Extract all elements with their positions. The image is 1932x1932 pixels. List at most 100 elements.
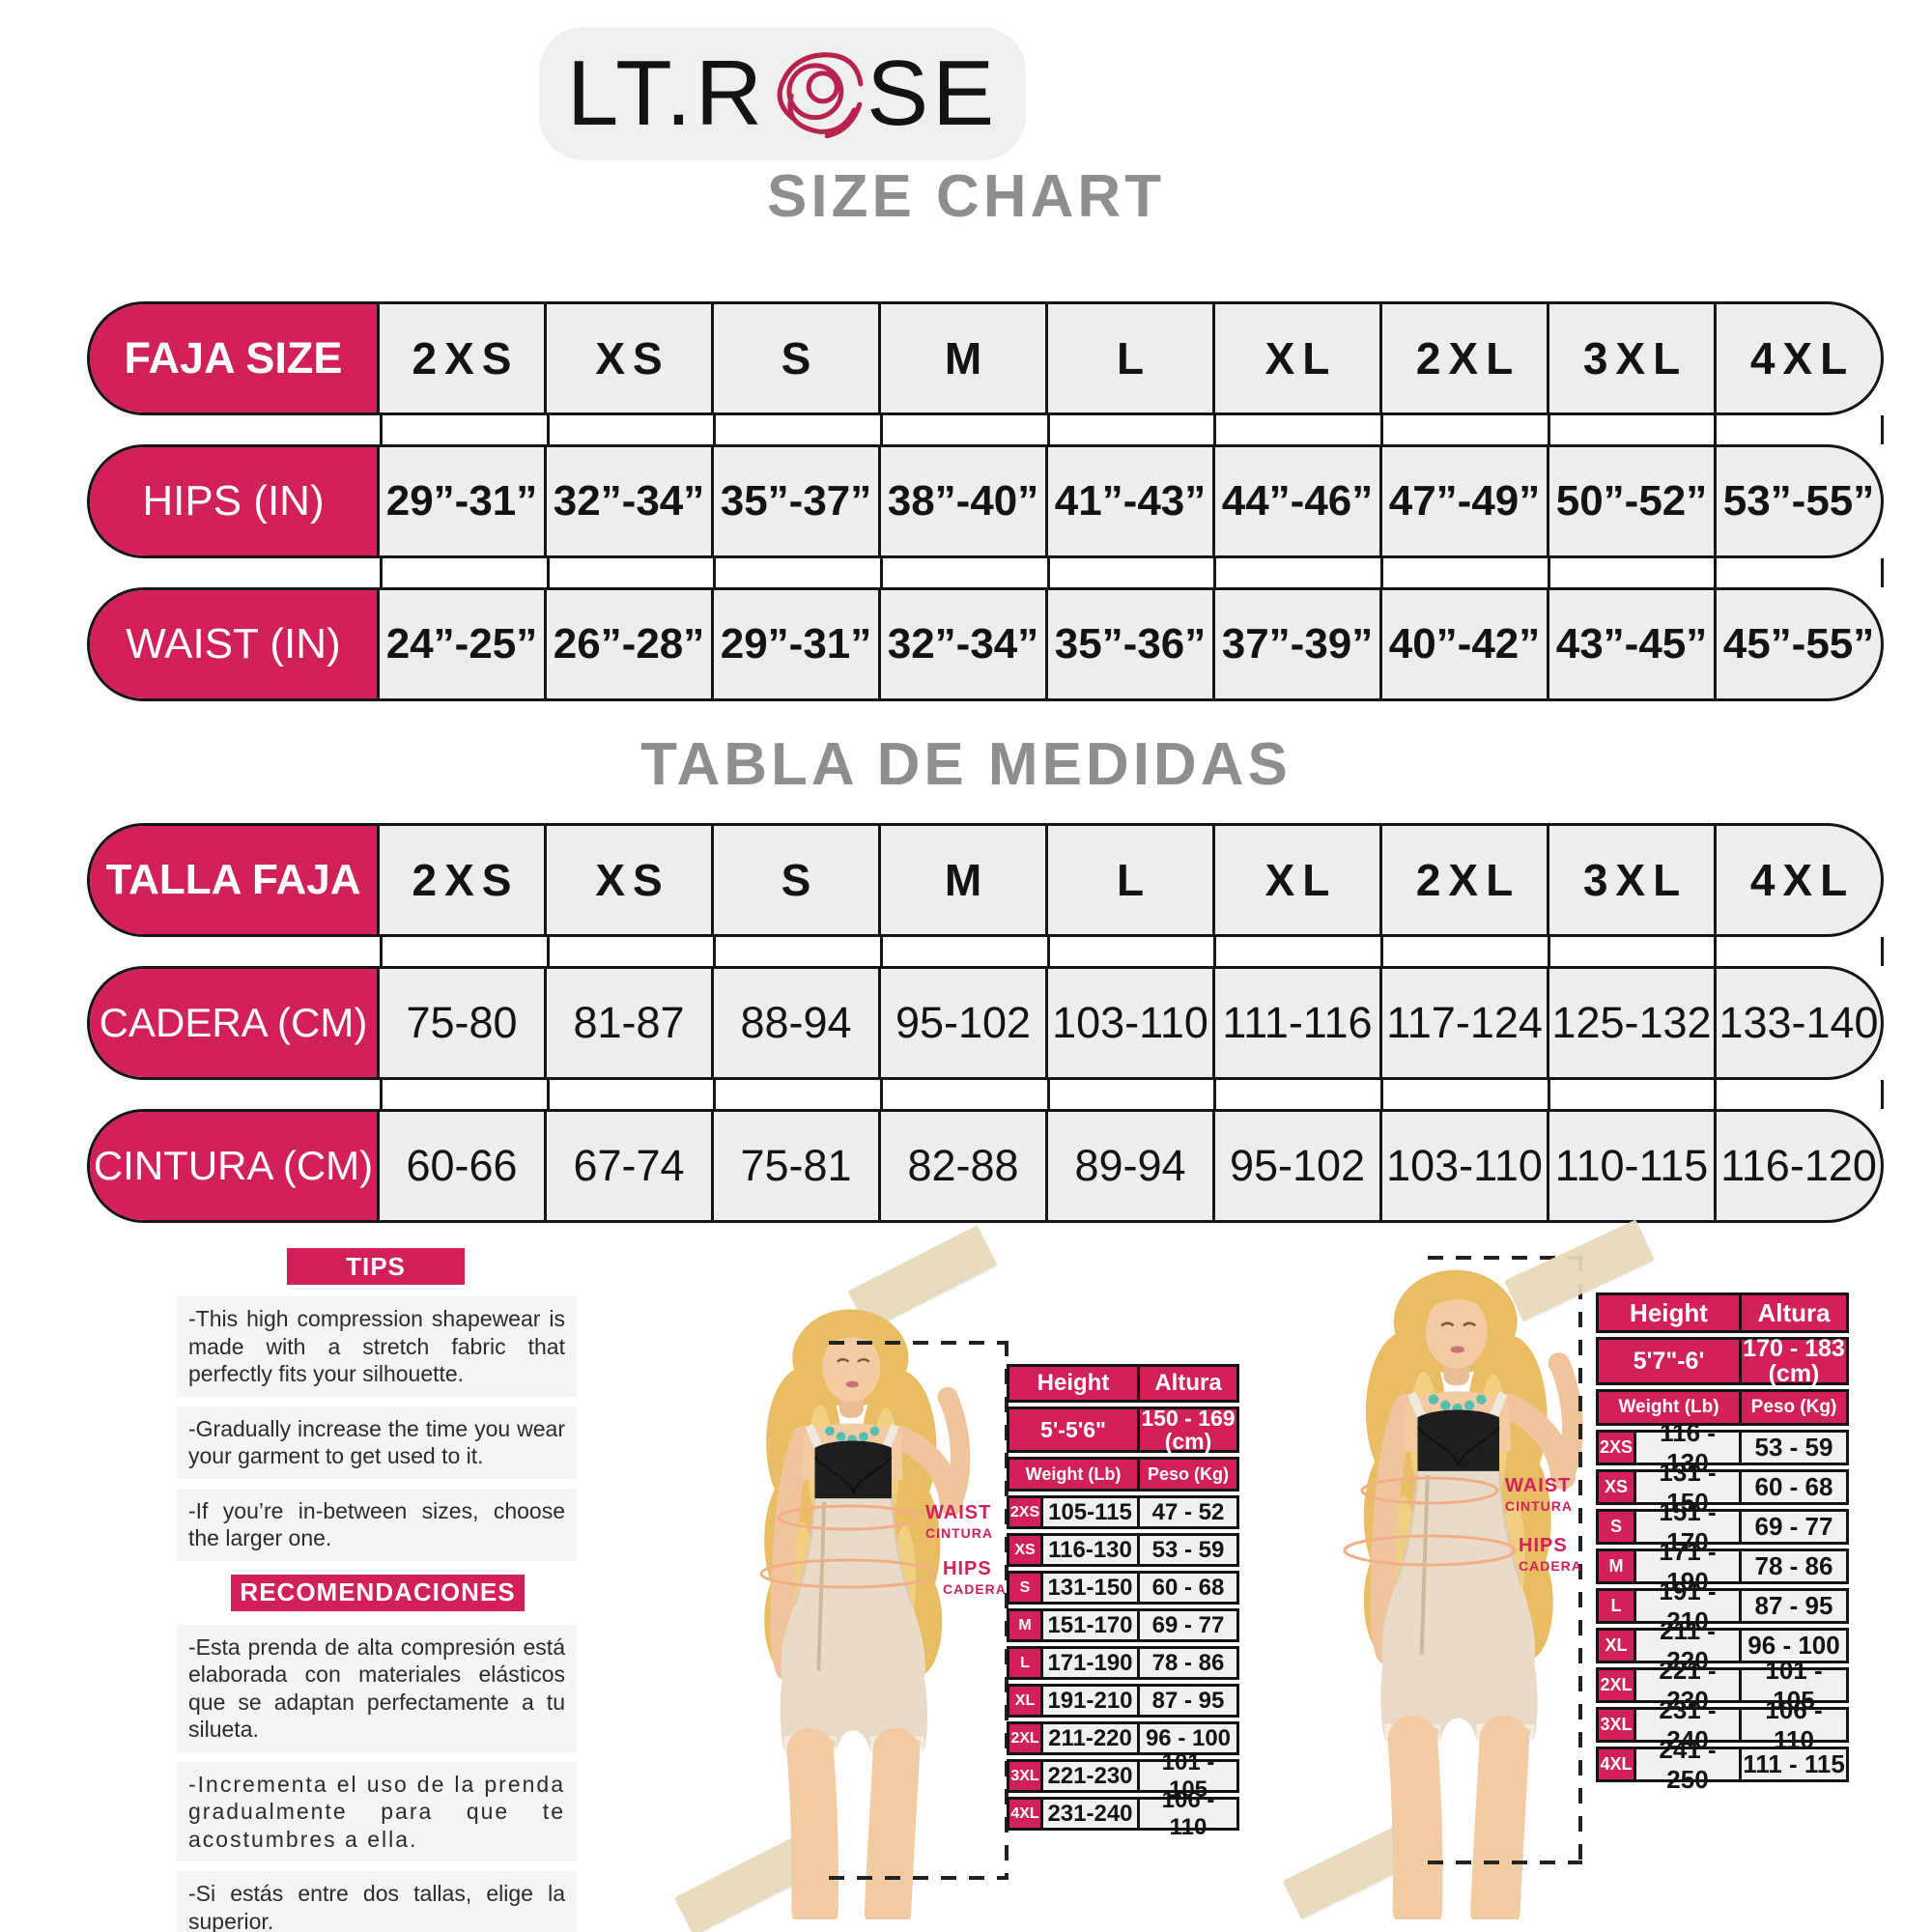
- size-cell: 3XL: [1007, 1759, 1043, 1793]
- weight-lb-cell: 105-115: [1040, 1495, 1140, 1529]
- weight-table-row: 2XS 105-115 47 - 52: [1007, 1495, 1239, 1529]
- tip-item: -This high compression shapewear is made…: [177, 1296, 577, 1397]
- altura-range-cell: 150 - 169 (cm): [1137, 1406, 1239, 1453]
- gap-cell: [1213, 937, 1380, 966]
- size-header-cell: 2XL: [1379, 826, 1547, 934]
- weight-kg-cell: 101 - 105: [1739, 1656, 1849, 1715]
- weight-table-row: L 171-190 78 - 86: [1007, 1646, 1239, 1680]
- weight-table-row: 2XS 116 - 130 53 - 59: [1596, 1418, 1849, 1477]
- weight-lb-cell: 191-210: [1040, 1684, 1140, 1718]
- table-row: TALLA FAJA 2XS XS S M L XL 2XL 3XL 4XL: [87, 823, 1884, 937]
- gap-cell: [380, 415, 547, 444]
- value-cell: 35”-37”: [711, 447, 878, 555]
- table-row: CADERA (CM) 75-80 81-87 88-94 95-102 103-110 1…: [87, 966, 1884, 1080]
- weight-kg-cell: 47 - 52: [1137, 1495, 1239, 1529]
- peso-label-cell: Peso (Kg): [1137, 1457, 1239, 1492]
- size-header-cell: L: [1045, 304, 1212, 412]
- tabla-de-medidas-table: TALLA FAJA 2XS XS S M L XL 2XL 3XL 4XL CADERA (CM)…: [87, 823, 1885, 1223]
- value-cell: 29”-31”: [711, 590, 878, 698]
- gap-spacer: [87, 1080, 380, 1109]
- weight-lb-cell: 151-170: [1040, 1608, 1140, 1642]
- size-header-cell: S: [711, 304, 878, 412]
- size-cell: L: [1007, 1646, 1043, 1680]
- measure-bracket-vertical-2: [1578, 1256, 1582, 1864]
- gap-cell: [1547, 937, 1715, 966]
- measure-bracket-top-1: [829, 1341, 1009, 1345]
- weight-lb-cell: 116 - 130: [1634, 1418, 1742, 1477]
- cadera-label-2: CADERA: [1519, 1558, 1582, 1574]
- value-cell: 43”-45”: [1547, 590, 1714, 698]
- size-header-cell: 3XL: [1547, 826, 1714, 934]
- gap-cell: [1380, 937, 1548, 966]
- brand-logo-text-right: SE: [867, 42, 999, 145]
- cintura-label-1: CINTURA: [925, 1525, 993, 1541]
- weight-kg-cell: 69 - 77: [1137, 1608, 1239, 1642]
- size-cell: L: [1596, 1588, 1636, 1624]
- weight-table-row: 5'7"-6' 170 - 183 (cm): [1596, 1336, 1849, 1386]
- value-cell: 44”-46”: [1212, 447, 1379, 555]
- waist-label-1: WAIST: [925, 1502, 992, 1523]
- gap-cell: [1213, 1080, 1380, 1109]
- weight-table-row: Height Altura: [1007, 1364, 1239, 1403]
- size-header-cell: L: [1045, 826, 1212, 934]
- height-range-cell: 5'7"-6': [1596, 1337, 1742, 1385]
- size-cell: 3XL: [1596, 1707, 1636, 1743]
- weight-table-row: M 171 - 190 78 - 86: [1596, 1537, 1849, 1596]
- weight-kg-cell: 106 - 110: [1739, 1695, 1849, 1754]
- table-row: WAIST (IN) 24”-25” 26”-28” 29”-31” 32”-34” 35…: [87, 587, 1884, 701]
- value-cell: 125-132: [1547, 969, 1714, 1077]
- gap-cell: [1714, 937, 1885, 966]
- gap-cell: [546, 1080, 714, 1109]
- weight-kg-cell: 60 - 68: [1739, 1469, 1849, 1505]
- value-cell: 67-74: [544, 1112, 711, 1220]
- cintura-label-2: CINTURA: [1505, 1498, 1573, 1514]
- weight-lb-cell: 191 - 210: [1634, 1577, 1742, 1635]
- value-cell: 50”-52”: [1547, 447, 1714, 555]
- weight-table-row: 2XL 211-220 96 - 100: [1007, 1721, 1239, 1755]
- weight-table-tall: Height Altura 5'7"-6' 170 - 183 (cm) Weight …: [1596, 1293, 1849, 1794]
- size-header-cell: 3XL: [1547, 304, 1714, 412]
- weight-table-row: XL 191-210 87 - 95: [1007, 1684, 1239, 1718]
- weight-table-row: L 191 - 210 87 - 95: [1596, 1577, 1849, 1635]
- value-cell: 41”-43”: [1045, 447, 1212, 555]
- hips-label-2: HIPS: [1519, 1535, 1568, 1556]
- measure-bracket-bottom-1: [829, 1876, 1009, 1880]
- value-cell: 37”-39”: [1212, 590, 1379, 698]
- altura-header-cell: Altura: [1739, 1293, 1849, 1333]
- size-cell: 2XS: [1596, 1430, 1636, 1465]
- gap-cell: [1547, 1080, 1715, 1109]
- value-cell: 81-87: [544, 969, 711, 1077]
- value-cell: 95-102: [878, 969, 1045, 1077]
- size-header-cell: M: [878, 304, 1045, 412]
- recomendaciones-header: RECOMENDACIONES: [231, 1574, 525, 1611]
- value-cell: 32”-34”: [878, 590, 1045, 698]
- weight-table-row: S 131-150 60 - 68: [1007, 1571, 1239, 1605]
- weight-kg-cell: 106 - 110: [1137, 1787, 1239, 1840]
- gap-cell: [546, 558, 714, 587]
- gap-cell: [713, 415, 880, 444]
- weight-lb-cell: 171 - 190: [1634, 1537, 1742, 1596]
- weight-table-row: S 151 - 170 69 - 77: [1596, 1497, 1849, 1556]
- gap-cell: [713, 1080, 880, 1109]
- weight-lb-cell: 241 - 250: [1634, 1735, 1742, 1794]
- gap-cell: [1046, 1080, 1214, 1109]
- value-cell: 32”-34”: [544, 447, 711, 555]
- row-label: FAJA SIZE: [90, 304, 380, 412]
- value-cell: 38”-40”: [878, 447, 1045, 555]
- value-cell: 26”-28”: [544, 590, 711, 698]
- recomendacion-item: -Incrementa el uso de la prenda gradualm…: [177, 1761, 577, 1862]
- weight-label-cell: Weight (Lb): [1007, 1457, 1140, 1492]
- gap-cell: [380, 937, 547, 966]
- altura-header-cell: Altura: [1137, 1364, 1239, 1403]
- size-header-cell: 4XL: [1714, 826, 1881, 934]
- size-cell: 2XL: [1596, 1667, 1636, 1703]
- tip-item: -If you’re in-between sizes, choose the …: [177, 1488, 577, 1561]
- hips-label-1: HIPS: [943, 1558, 992, 1579]
- weight-kg-cell: 69 - 77: [1739, 1509, 1849, 1545]
- size-cell: S: [1596, 1509, 1636, 1545]
- gap-cell: [880, 1080, 1047, 1109]
- brand-logo-text-left: LT.R: [566, 42, 767, 145]
- weight-kg-cell: 53 - 59: [1739, 1430, 1849, 1465]
- weight-table-row: XL 211 - 220 96 - 100: [1596, 1616, 1849, 1675]
- weight-lb-cell: 211-220: [1040, 1721, 1140, 1755]
